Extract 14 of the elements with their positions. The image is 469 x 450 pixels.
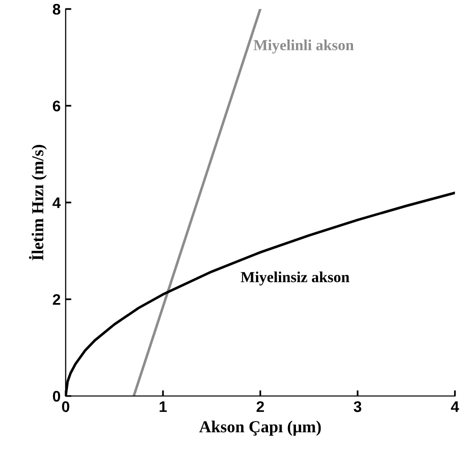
y-tick-label: 6: [52, 100, 60, 112]
x-tick-label: 0: [62, 401, 70, 412]
x-tick-label: 2: [256, 401, 264, 412]
x-tick-label: 1: [160, 401, 167, 412]
series-label: Miyelinsiz akson: [240, 272, 350, 286]
series-label: Miyelinli akson: [254, 40, 354, 54]
y-tick-label: 0: [52, 390, 60, 402]
y-tick-label: 4: [52, 198, 61, 208]
y-tick-label: 2: [52, 294, 60, 305]
y-tick-label: 8: [52, 4, 60, 15]
x-tick-label: 3: [354, 401, 362, 412]
y-axis-title: İletim Hızı (m/s): [28, 144, 47, 260]
x-axis-title: Akson Çapı (μm): [199, 420, 321, 436]
x-tick-label: 4: [450, 401, 460, 412]
